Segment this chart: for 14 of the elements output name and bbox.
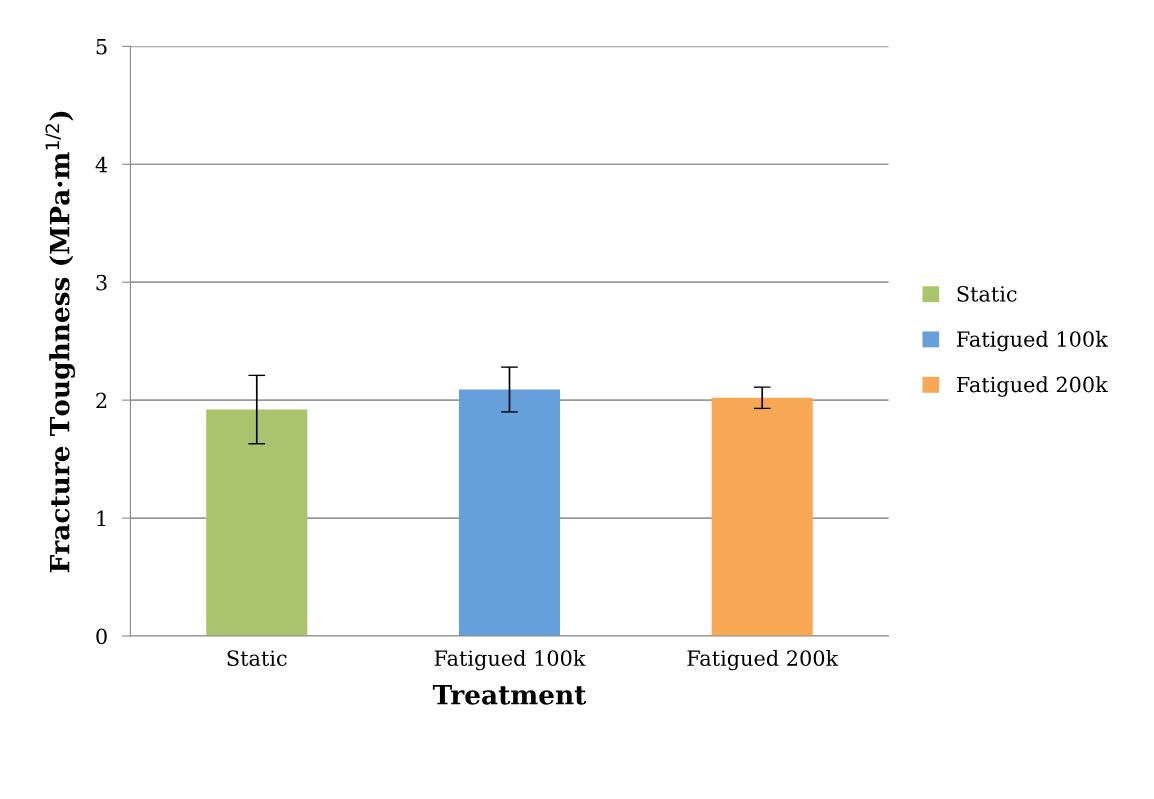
y-tick-label: 4 bbox=[95, 156, 108, 173]
x-tick-label: Fatigued 200k bbox=[687, 649, 839, 671]
y-tick-label: 3 bbox=[96, 274, 107, 291]
legend-label: Static bbox=[957, 286, 1017, 302]
x-tick-label: Static bbox=[227, 650, 287, 667]
y-axis-title: Fracture Toughness (MPa·m$^{1/2}$) bbox=[45, 111, 76, 573]
x-axis-title: Treatment bbox=[432, 685, 587, 705]
y-tick-label: 1 bbox=[97, 510, 106, 526]
legend-label: Fatigued 200k bbox=[956, 376, 1108, 397]
y-tick-label: 0 bbox=[96, 628, 107, 645]
y-tick-label: 5 bbox=[96, 39, 107, 55]
legend-label: Fatigued 100k bbox=[956, 330, 1108, 352]
x-tick-label: Fatigued 100k bbox=[434, 649, 586, 671]
y-tick-label: 2 bbox=[96, 392, 107, 409]
